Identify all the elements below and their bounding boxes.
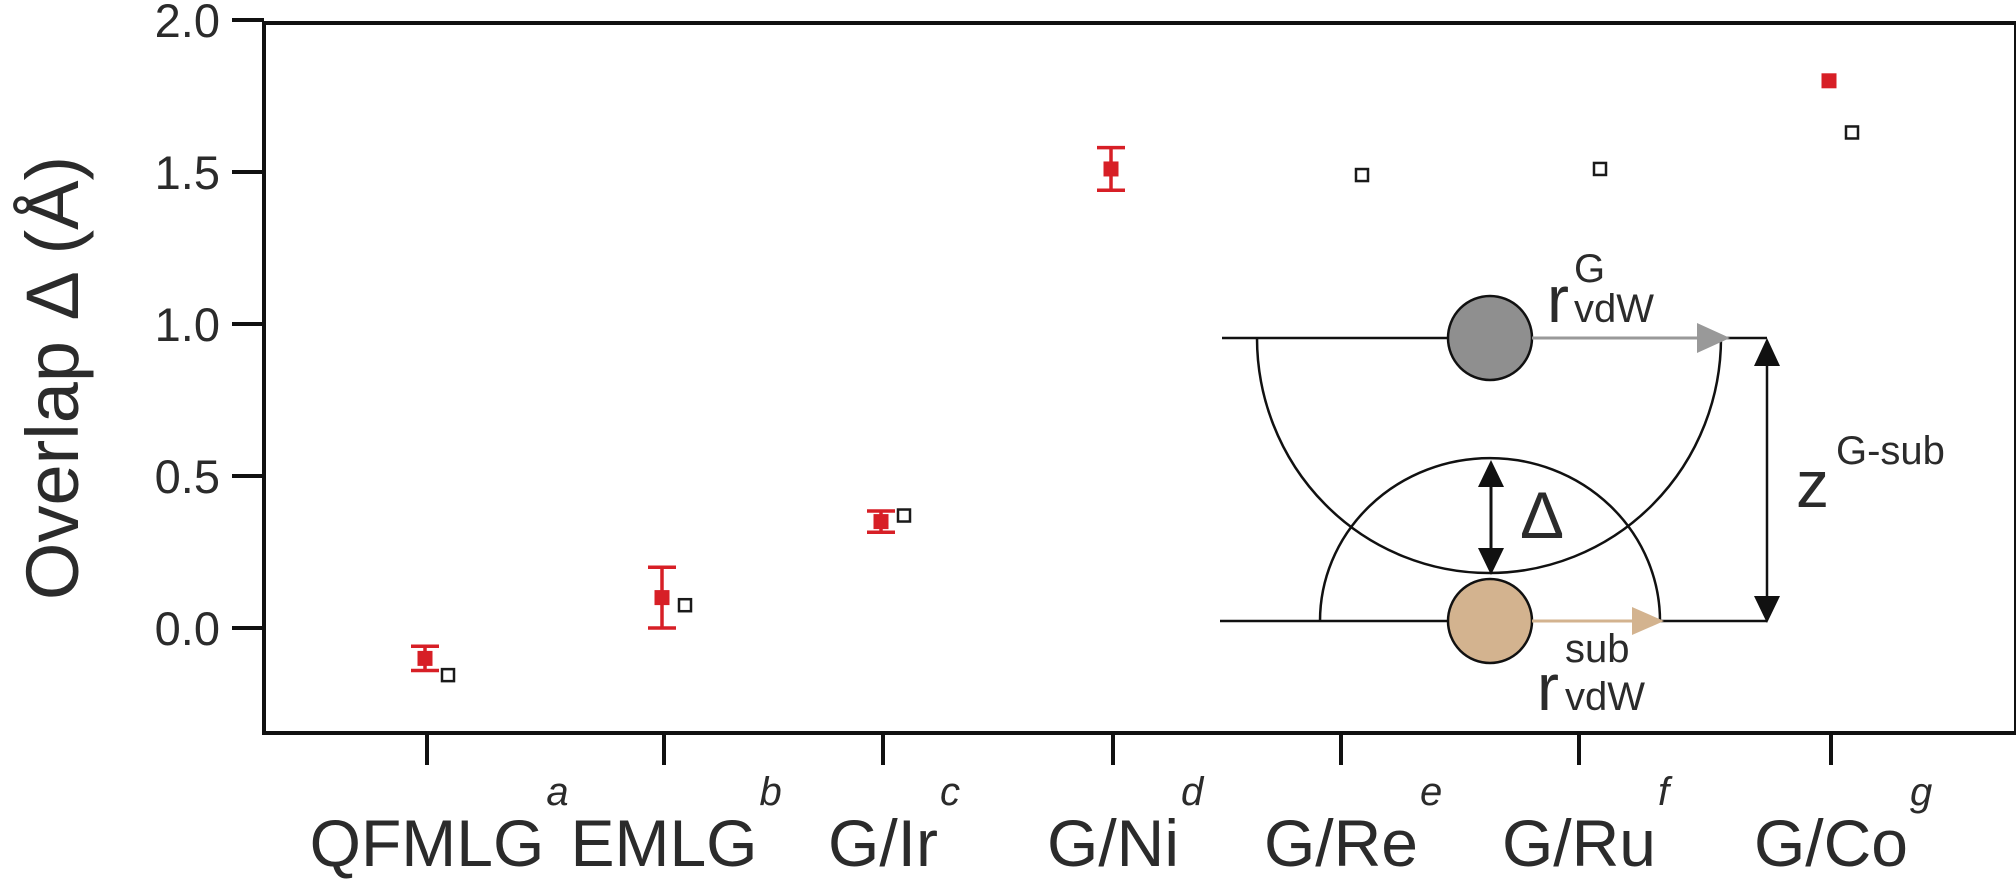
x-category-superscript: g bbox=[1910, 770, 1932, 814]
x-category-label: G/Ru bbox=[1502, 806, 1656, 879]
substrate-atom bbox=[1446, 577, 1534, 665]
data-point-filled bbox=[1103, 161, 1119, 177]
y-tick-label: 0.5 bbox=[155, 450, 220, 503]
x-category-superscript: a bbox=[546, 770, 568, 814]
z-symbol: z bbox=[1796, 447, 1829, 521]
x-category-superscript: e bbox=[1420, 770, 1442, 814]
data-point-filled bbox=[417, 650, 433, 666]
y-tick-label: 0.0 bbox=[155, 602, 220, 655]
delta-label: Δ bbox=[1520, 478, 1564, 552]
data-point-filled bbox=[1821, 73, 1837, 89]
graphene-radius-arrow bbox=[1532, 323, 1730, 353]
x-category-label: G/Ni bbox=[1047, 806, 1179, 879]
x-category-label: G/Co bbox=[1754, 806, 1908, 879]
data-point-open bbox=[677, 597, 693, 613]
r-vdw-g-symbol: r bbox=[1547, 262, 1569, 336]
series-calculation bbox=[440, 125, 1860, 683]
x-category-label: G/Re bbox=[1264, 806, 1418, 879]
r-vdw-sub-subscript: vdW bbox=[1565, 675, 1645, 719]
z-arrow bbox=[1754, 338, 1780, 623]
y-axis-title: Overlap Δ (Å) bbox=[11, 156, 94, 600]
data-point-open bbox=[440, 667, 456, 683]
x-category-superscript: d bbox=[1181, 770, 1205, 814]
y-tick-label: 2.0 bbox=[155, 0, 220, 47]
x-category-superscript: f bbox=[1658, 770, 1673, 814]
data-point-open bbox=[1354, 167, 1370, 183]
plot-area bbox=[262, 21, 2016, 735]
z-superscript: G-sub bbox=[1836, 429, 1945, 473]
x-category-label: EMLG bbox=[570, 806, 757, 879]
y-axis: 0.0 0.5 1.0 1.5 2.0 bbox=[155, 0, 264, 655]
series-experiment bbox=[411, 73, 1837, 673]
r-vdw-g-superscript: G bbox=[1574, 247, 1605, 291]
y-tick-label: 1.5 bbox=[155, 146, 220, 199]
r-vdw-g-subscript: vdW bbox=[1574, 287, 1654, 331]
graphene-atom bbox=[1446, 294, 1534, 382]
inset-schematic: r G vdW Δ z G-sub sub r vdW bbox=[1220, 247, 1945, 724]
data-point-filled bbox=[873, 514, 889, 530]
delta-arrow bbox=[1478, 460, 1504, 575]
series-group bbox=[411, 73, 1860, 683]
data-point-open bbox=[1592, 161, 1608, 177]
data-point-filled bbox=[654, 590, 670, 606]
substrate-vdw-semicircle bbox=[1318, 456, 1662, 622]
r-vdw-sub-superscript: sub bbox=[1565, 627, 1630, 671]
r-vdw-sub-symbol: r bbox=[1537, 650, 1559, 724]
data-point-open bbox=[1844, 125, 1860, 140]
x-category-superscript: c bbox=[940, 770, 960, 814]
substrate-radius-arrow bbox=[1532, 607, 1664, 635]
x-category-superscript: b bbox=[760, 770, 782, 814]
x-category-label: QFMLG bbox=[310, 806, 545, 879]
x-category-label: G/Ir bbox=[828, 806, 938, 879]
data-point-open bbox=[896, 508, 912, 523]
graphene-vdw-semicircle bbox=[1255, 337, 1723, 575]
y-tick-label: 1.0 bbox=[155, 298, 220, 351]
